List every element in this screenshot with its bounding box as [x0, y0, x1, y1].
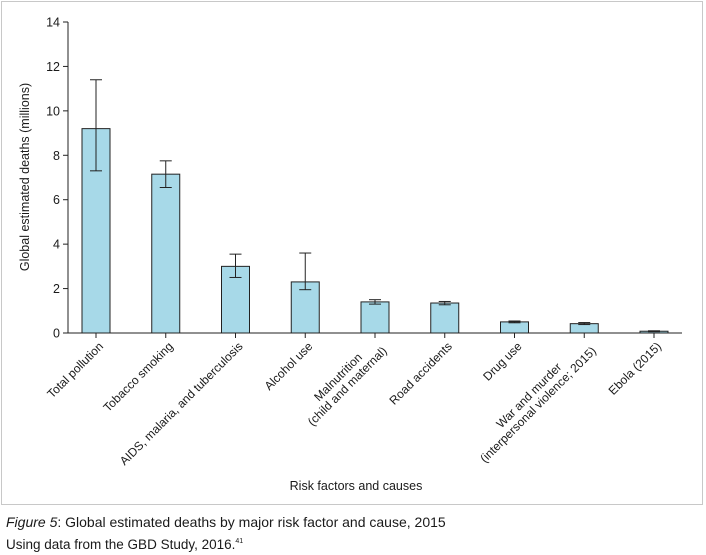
bar [569, 323, 599, 334]
y-tick-label: 12 [46, 60, 60, 74]
caption-title-text: : Global estimated deaths by major risk … [57, 514, 446, 530]
bar [430, 302, 460, 334]
category-label: Ebola (2015) [606, 339, 664, 397]
bar [151, 173, 181, 334]
reference-number: 41 [235, 538, 244, 545]
caption-source-text: Using data from the GBD Study, 2016. [6, 537, 236, 552]
y-tick-label: 0 [53, 327, 60, 341]
category-label: Road accidents [386, 339, 454, 407]
y-tick-label: 10 [46, 104, 60, 118]
category-label: Alcohol use [262, 339, 316, 393]
category-label-line: Ebola (2015) [606, 339, 664, 397]
category-label: Drug use [480, 339, 525, 384]
y-tick-label: 14 [46, 16, 60, 30]
category-label-line: (child and maternal) [305, 344, 390, 429]
category-label-line: Alcohol use [262, 339, 316, 393]
category-label-line: Road accidents [386, 339, 454, 407]
y-tick-label: 8 [53, 149, 60, 163]
figure-caption: Figure 5: Global estimated deaths by maj… [6, 512, 700, 555]
y-axis-label: Global estimated deaths (millions) [18, 83, 32, 271]
bar [500, 321, 529, 334]
category-label-line: Total pollution [44, 339, 106, 401]
bar-chart: Global estimated deaths (millions) Risk … [18, 16, 682, 493]
category-label: AIDS, malaria, and tuberculosis [117, 339, 246, 468]
figure-frame [1, 1, 703, 505]
category-label: Tobacco smoking [100, 339, 175, 414]
y-tick-label: 6 [53, 193, 60, 207]
bar [360, 301, 390, 334]
category-label-line: AIDS, malaria, and tuberculosis [117, 339, 246, 468]
category-label-line: Drug use [480, 339, 525, 384]
caption-title: Figure 5: Global estimated deaths by maj… [6, 512, 700, 532]
y-tick-label: 2 [53, 282, 60, 296]
category-label: Total pollution [44, 339, 106, 401]
category-label: War and murder(interpersonal violence; 2… [468, 335, 599, 466]
category-label-line: Tobacco smoking [100, 339, 175, 414]
figure-label: Figure 5 [6, 514, 58, 530]
x-axis-label: Risk factors and causes [290, 479, 423, 493]
y-tick-label: 4 [53, 238, 60, 252]
caption-source: Using data from the GBD Study, 2016.41 [6, 532, 700, 555]
